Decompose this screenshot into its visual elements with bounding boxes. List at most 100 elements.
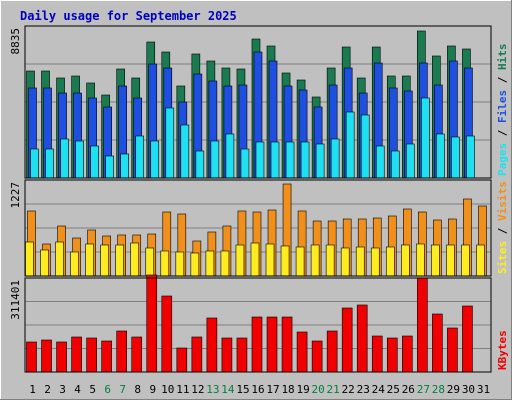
bar-sites-day-24 [370, 247, 380, 277]
legend-entry-visits: Visits [496, 181, 509, 221]
bar-pages-day-5 [90, 145, 99, 179]
bar-pages-day-16 [255, 141, 265, 179]
x-tick-day-2: 2 [44, 383, 51, 396]
x-tick-day-20: 20 [312, 383, 325, 396]
x-tick-day-11: 11 [176, 383, 189, 396]
bar-kbytes-day-28 [432, 313, 443, 373]
bar-pages-day-2 [45, 148, 54, 179]
bar-kbytes-day-6 [101, 340, 112, 373]
bar-kbytes-day-30 [462, 305, 473, 373]
bar-kbytes-day-20 [311, 340, 323, 373]
x-tick-day-1: 1 [29, 383, 36, 396]
x-tick-day-5: 5 [89, 383, 96, 396]
bar-kbytes-day-19 [296, 331, 308, 373]
bar-sites-day-6 [100, 244, 109, 277]
bar-sites-day-27 [416, 243, 425, 277]
x-tick-day-4: 4 [74, 383, 81, 396]
bar-pages-day-4 [75, 140, 84, 179]
bar-pages-day-21 [330, 138, 340, 179]
bar-kbytes-day-12 [191, 336, 203, 373]
legend-entry-files: Files [496, 90, 509, 123]
bar-sites-day-7 [115, 244, 124, 277]
panels-layer: 8835 Pages / Files / Hits 1227 Sites / Visi… [9, 25, 509, 373]
x-tick-day-27: 27 [417, 383, 430, 396]
bar-pages-day-12 [195, 150, 205, 179]
x-tick-day-13: 13 [206, 383, 219, 396]
bar-kbytes-day-24 [371, 335, 383, 373]
bar-sites-day-2 [40, 249, 49, 277]
bar-kbytes-day-1 [26, 341, 37, 373]
x-tick-day-12: 12 [191, 383, 204, 396]
x-tick-day-7: 7 [119, 383, 126, 396]
bar-sites-day-9 [145, 247, 155, 277]
bar-sites-day-12 [190, 252, 200, 277]
x-tick-day-18: 18 [281, 383, 294, 396]
bar-pages-day-18 [285, 141, 295, 179]
x-tick-day-14: 14 [221, 383, 235, 396]
bar-sites-day-14 [220, 250, 230, 277]
bar-sites-day-23 [355, 246, 365, 277]
bar-kbytes-day-16 [251, 316, 263, 373]
panel-kbytes-border [24, 277, 492, 373]
x-tick-day-31: 31 [477, 383, 490, 396]
x-axis-labels: 1 2 3 4 5 6 7 8 9 10 11 12 13 14 15 16 17 18 19 20 21 22 23 24 2… [29, 383, 490, 396]
bar-sites-day-28 [431, 244, 440, 277]
bar-pages-day-23 [360, 114, 370, 179]
x-tick-day-10: 10 [161, 383, 174, 396]
bar-sites-day-30 [461, 244, 470, 277]
x-tick-day-3: 3 [59, 383, 66, 396]
bar-sites-day-26 [401, 244, 410, 277]
bar-kbytes-day-18 [281, 316, 293, 373]
bar-kbytes-day-21 [326, 330, 338, 373]
bar-sites-day-15 [235, 244, 245, 277]
panel-sites-visits-max-label: 1227 [9, 182, 22, 209]
x-tick-day-8: 8 [134, 383, 141, 396]
bar-kbytes-day-4 [71, 336, 82, 373]
x-tick-day-25: 25 [387, 383, 400, 396]
bar-sites-day-4 [70, 251, 79, 277]
x-tick-day-6: 6 [104, 383, 111, 396]
bar-sites-day-3 [55, 241, 64, 277]
bar-sites-day-5 [85, 243, 94, 277]
bar-kbytes-day-13 [206, 317, 218, 373]
bar-kbytes-day-15 [236, 337, 248, 373]
bar-sites-day-21 [325, 244, 335, 277]
bar-sites-day-17 [265, 243, 275, 277]
bar-pages-day-20 [315, 143, 325, 179]
x-tick-day-9: 9 [149, 383, 156, 396]
bar-sites-day-18 [280, 245, 290, 277]
bar-kbytes-day-10 [161, 295, 173, 373]
panel-hits-files-pages-max-label: 8835 [9, 28, 22, 55]
bar-sites-day-22 [340, 247, 350, 277]
bar-kbytes-day-27 [417, 277, 428, 373]
bar-sites-day-1 [25, 241, 34, 277]
bar-kbytes-day-14 [221, 337, 233, 373]
bar-kbytes-day-26 [402, 335, 413, 373]
bar-pages-day-15 [240, 148, 250, 179]
x-tick-day-15: 15 [236, 383, 249, 396]
panel-kbytes-max-label: 311401 [9, 280, 22, 320]
bar-sites-day-16 [250, 242, 260, 277]
bar-kbytes-day-29 [447, 327, 458, 373]
bar-pages-day-30 [466, 135, 475, 179]
x-tick-day-28: 28 [432, 383, 445, 396]
bar-sites-day-11 [175, 251, 185, 277]
x-tick-day-19: 19 [296, 383, 309, 396]
bar-kbytes-day-8 [131, 336, 143, 373]
bar-sites-day-13 [205, 250, 215, 277]
bar-pages-day-26 [406, 143, 415, 179]
bar-kbytes-day-2 [41, 339, 52, 373]
x-tick-day-30: 30 [462, 383, 475, 396]
x-tick-day-29: 29 [447, 383, 460, 396]
bar-pages-day-25 [390, 150, 400, 179]
bar-pages-day-3 [60, 138, 69, 179]
bar-pages-day-19 [300, 141, 310, 179]
x-tick-day-23: 23 [357, 383, 370, 396]
bar-kbytes-day-25 [386, 337, 398, 373]
bar-pages-day-11 [180, 124, 190, 179]
panel-hits-files-pages-border [24, 25, 492, 179]
panel-kbytes-legend: KBytes [496, 330, 509, 370]
bar-pages-day-7 [120, 153, 129, 179]
bar-kbytes-day-22 [341, 307, 353, 373]
